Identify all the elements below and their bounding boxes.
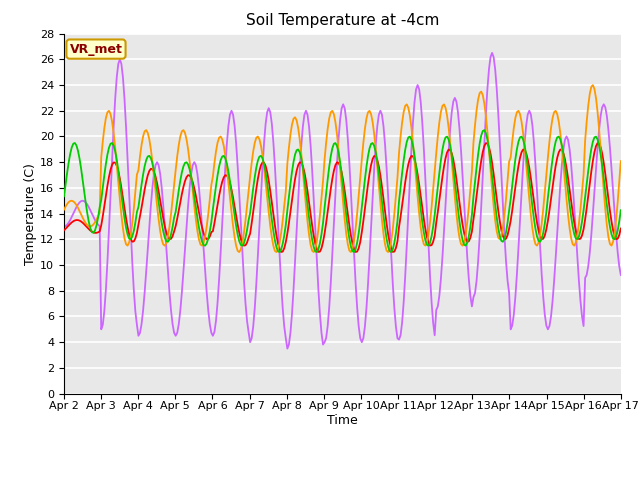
- Legend: Tair, Tsoil set 1, Tsoil set 2, Tsoil set 3: Tair, Tsoil set 1, Tsoil set 2, Tsoil se…: [179, 477, 506, 480]
- Tair: [254, 252, 262, 258]
- Tsoil set 2: [226, 194, 234, 200]
- Tair: [244, 329, 252, 335]
- Tair: [60, 224, 68, 229]
- Tsoil set 3: [305, 215, 313, 220]
- Tsoil set 2: [60, 207, 68, 213]
- Tsoil set 3: [244, 217, 252, 223]
- Tsoil set 1: [305, 200, 313, 205]
- Tsoil set 3: [60, 193, 68, 199]
- Tsoil set 1: [244, 235, 252, 241]
- Tsoil set 3: [276, 249, 284, 255]
- Tsoil set 1: [60, 228, 68, 233]
- Tsoil set 3: [617, 207, 625, 213]
- Tsoil set 1: [277, 249, 285, 255]
- Tsoil set 1: [254, 176, 262, 182]
- Tsoil set 2: [236, 249, 243, 255]
- Title: Soil Temperature at -4cm: Soil Temperature at -4cm: [246, 13, 439, 28]
- Tsoil set 1: [226, 180, 234, 186]
- Tsoil set 1: [129, 239, 136, 244]
- X-axis label: Time: Time: [327, 414, 358, 427]
- Tsoil set 3: [226, 178, 234, 184]
- Tair: [488, 50, 496, 56]
- Tsoil set 1: [617, 226, 625, 231]
- Tair: [305, 124, 313, 130]
- Tsoil set 2: [129, 220, 136, 226]
- Line: Tsoil set 2: Tsoil set 2: [64, 85, 621, 252]
- Tair: [129, 259, 136, 264]
- Line: Tsoil set 3: Tsoil set 3: [64, 130, 621, 252]
- Tsoil set 3: [481, 127, 488, 133]
- Tsoil set 1: [589, 158, 596, 164]
- Tair: [226, 112, 234, 118]
- Tsoil set 2: [246, 174, 254, 180]
- Text: VR_met: VR_met: [70, 43, 122, 56]
- Tair: [589, 211, 596, 216]
- Tsoil set 3: [129, 234, 136, 240]
- Tair: [617, 272, 625, 278]
- Tsoil set 3: [589, 139, 596, 144]
- Tsoil set 2: [589, 82, 596, 88]
- Line: Tair: Tair: [64, 53, 621, 348]
- Tsoil set 2: [617, 158, 625, 164]
- Tsoil set 1: [482, 140, 490, 146]
- Tsoil set 2: [255, 136, 263, 142]
- Line: Tsoil set 1: Tsoil set 1: [64, 143, 621, 252]
- Tsoil set 2: [588, 84, 595, 90]
- Tair: [284, 346, 291, 351]
- Y-axis label: Temperature (C): Temperature (C): [24, 163, 37, 264]
- Tsoil set 3: [254, 157, 262, 163]
- Tsoil set 2: [305, 232, 313, 238]
